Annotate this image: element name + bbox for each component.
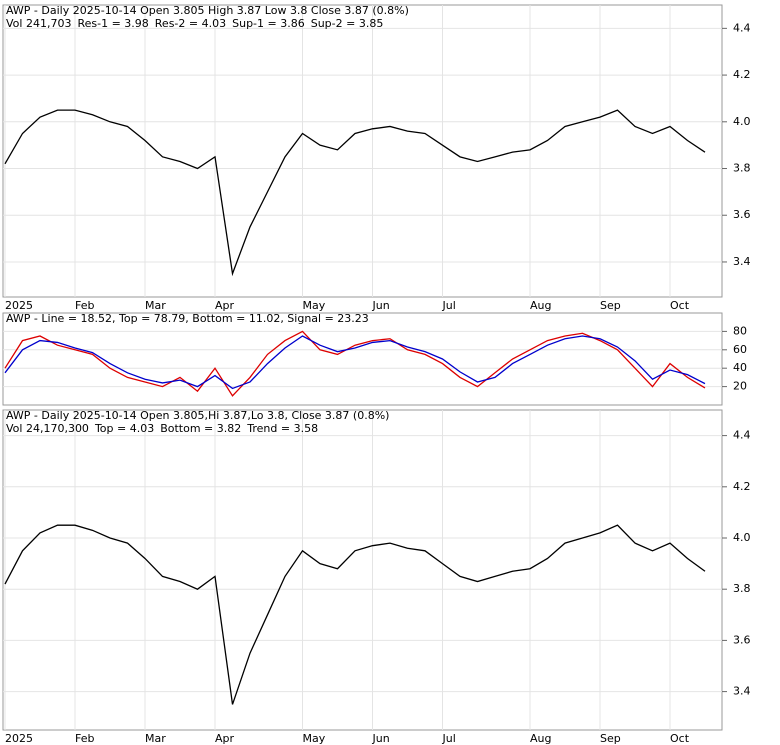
x-tick-label: Sep xyxy=(600,732,621,745)
panel-title: AWP - Daily 2025-10-14 Open 3.805,Hi 3.8… xyxy=(6,409,389,422)
y-tick-label: 3.8 xyxy=(733,162,751,175)
x-tick-label: Sep xyxy=(600,299,621,312)
x-tick-label: Oct xyxy=(670,732,690,745)
annotation: Sup-1 = 3.86 xyxy=(232,17,305,30)
panel-title: AWP - Daily 2025-10-14 Open 3.805 High 3… xyxy=(6,4,409,17)
y-tick-label: 3.6 xyxy=(733,208,751,221)
y-tick-label: 3.4 xyxy=(733,685,751,698)
x-tick-label: Aug xyxy=(530,299,551,312)
y-tick-label: 80 xyxy=(733,324,747,337)
x-tick-label: May xyxy=(303,732,326,745)
annotation: Bottom = 3.82 xyxy=(160,422,241,435)
y-tick-label: 3.8 xyxy=(733,582,751,595)
y-tick-label: 4.2 xyxy=(733,68,751,81)
x-tick-label: Jun xyxy=(372,732,390,745)
panel-title: AWP - Line = 18.52, Top = 78.79, Bottom … xyxy=(6,312,369,325)
y-tick-label: 4.4 xyxy=(733,429,751,442)
y-tick-label: 40 xyxy=(733,361,747,374)
x-tick-label: Jul xyxy=(442,299,456,312)
x-tick-label: Aug xyxy=(530,732,551,745)
panel-frame xyxy=(2,312,723,406)
price-line xyxy=(4,524,706,705)
price-line xyxy=(4,109,706,277)
x-tick-label: Apr xyxy=(215,732,235,745)
y-tick-label: 3.6 xyxy=(733,633,751,646)
y-tick-label: 4.0 xyxy=(733,531,751,544)
x-tick-label: Feb xyxy=(75,299,94,312)
x-tick-label: Oct xyxy=(670,299,690,312)
y-tick-label: 60 xyxy=(733,343,747,356)
x-tick-label: Jun xyxy=(372,299,390,312)
annotation: Top = 4.03 xyxy=(94,422,154,435)
panel-frame xyxy=(2,409,723,731)
price-line xyxy=(4,335,706,390)
annotation: Sup-2 = 3.85 xyxy=(311,17,384,30)
y-tick-label: 20 xyxy=(733,380,747,393)
annotation: Vol 241,703 xyxy=(6,17,71,30)
y-tick-label: 4.2 xyxy=(733,480,751,493)
annotation: Res-2 = 4.03 xyxy=(155,17,226,30)
annotation: Res-1 = 3.98 xyxy=(77,17,148,30)
x-tick-label: Feb xyxy=(75,732,94,745)
y-tick-label: 3.4 xyxy=(733,255,751,268)
price-line xyxy=(4,330,706,397)
x-tick-label: Mar xyxy=(145,299,166,312)
annotation: Vol 24,170,300 xyxy=(6,422,89,435)
x-tick-label: Mar xyxy=(145,732,166,745)
annotation: Trend = 3.58 xyxy=(246,422,318,435)
x-tick-label: Apr xyxy=(215,299,235,312)
y-tick-label: 4.4 xyxy=(733,21,751,34)
panel-frame xyxy=(2,4,723,298)
x-tick-label: May xyxy=(303,299,326,312)
y-tick-label: 4.0 xyxy=(733,115,751,128)
x-tick-label: 2025 xyxy=(5,732,33,745)
x-tick-label: 2025 xyxy=(5,299,33,312)
x-tick-label: Jul xyxy=(442,732,456,745)
